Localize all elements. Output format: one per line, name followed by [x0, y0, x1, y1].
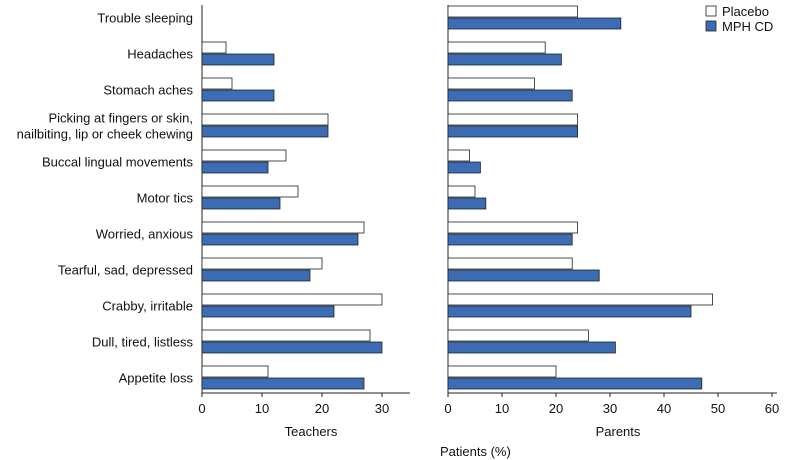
mph-cd-bar — [447, 377, 703, 390]
placebo-bar — [447, 149, 471, 162]
mph-cd-bar — [447, 341, 616, 354]
placebo-bar — [201, 221, 365, 234]
mph-cd-bar — [201, 161, 269, 174]
placebo-bar — [201, 293, 383, 306]
category-label: Trouble sleeping — [97, 11, 193, 26]
category-label: Motor tics — [137, 191, 194, 206]
placebo-bar — [447, 185, 476, 198]
category-label: Tearful, sad, depressed — [58, 263, 193, 278]
placebo-bar — [447, 329, 589, 342]
category-label: Dull, tired, listless — [92, 335, 194, 350]
placebo-bar — [201, 149, 287, 162]
category-label: nailbiting, lip or cheek chewing — [17, 127, 193, 142]
legend-label-mph-cd: MPH CD — [722, 19, 773, 34]
placebo-bar — [447, 113, 579, 126]
placebo-bar — [201, 77, 233, 90]
x-tick-label: 20 — [315, 401, 329, 416]
mph-cd-bar — [201, 125, 329, 138]
placebo-bar — [201, 329, 371, 342]
placebo-bar — [447, 5, 579, 18]
placebo-bar — [447, 257, 573, 270]
mph-cd-bar — [201, 305, 335, 318]
category-label: Crabby, irritable — [102, 299, 193, 314]
placebo-bar — [201, 113, 329, 126]
legend-swatch-placebo — [705, 5, 717, 17]
shared-x-axis-label: Patients (%) — [440, 444, 511, 459]
category-label: Stomach aches — [103, 83, 193, 98]
mph-cd-bar — [447, 269, 600, 282]
mph-cd-bar — [201, 53, 275, 66]
mph-cd-bar — [447, 17, 622, 30]
mph-cd-bar — [447, 197, 487, 210]
placebo-bar — [447, 293, 714, 306]
legend-label-placebo: Placebo — [722, 4, 769, 19]
placebo-bar — [447, 365, 557, 378]
placebo-bar — [447, 77, 535, 90]
placebo-bar — [201, 41, 227, 54]
mph-cd-bar — [447, 53, 562, 66]
mph-cd-bar — [201, 197, 281, 210]
x-tick-label: 0 — [198, 401, 205, 416]
placebo-bar — [447, 41, 546, 54]
legend-swatch-mph-cd — [705, 20, 717, 32]
mph-cd-bar — [447, 305, 692, 318]
mph-cd-bar — [447, 233, 573, 246]
mph-cd-bar — [201, 269, 311, 282]
panel-x-axis-label: Teachers — [285, 424, 338, 439]
mph-cd-bar — [201, 377, 365, 390]
placebo-bar — [447, 221, 579, 234]
mph-cd-bar — [201, 341, 383, 354]
placebo-bar — [201, 365, 269, 378]
x-tick-label: 10 — [495, 401, 509, 416]
placebo-bar — [201, 257, 323, 270]
x-tick-label: 10 — [255, 401, 269, 416]
x-tick-label: 30 — [375, 401, 389, 416]
x-tick-label: 40 — [657, 401, 671, 416]
x-tick-label: 30 — [603, 401, 617, 416]
x-tick-label: 20 — [549, 401, 563, 416]
placebo-bar — [201, 185, 299, 198]
category-label: Worried, anxious — [96, 227, 194, 242]
mph-cd-bar — [447, 89, 573, 102]
category-label: Buccal lingual movements — [42, 155, 194, 170]
category-label: Appetite loss — [119, 371, 194, 386]
panel-x-axis-label: Parents — [596, 424, 641, 439]
category-label: Headaches — [127, 47, 193, 62]
x-tick-label: 0 — [444, 401, 451, 416]
x-tick-label: 50 — [711, 401, 725, 416]
mph-cd-bar — [201, 233, 359, 246]
mph-cd-bar — [201, 89, 275, 102]
x-tick-label: 60 — [765, 401, 779, 416]
mph-cd-bar — [447, 161, 481, 174]
mph-cd-bar — [447, 125, 579, 138]
category-label: Picking at fingers or skin, — [48, 111, 193, 126]
